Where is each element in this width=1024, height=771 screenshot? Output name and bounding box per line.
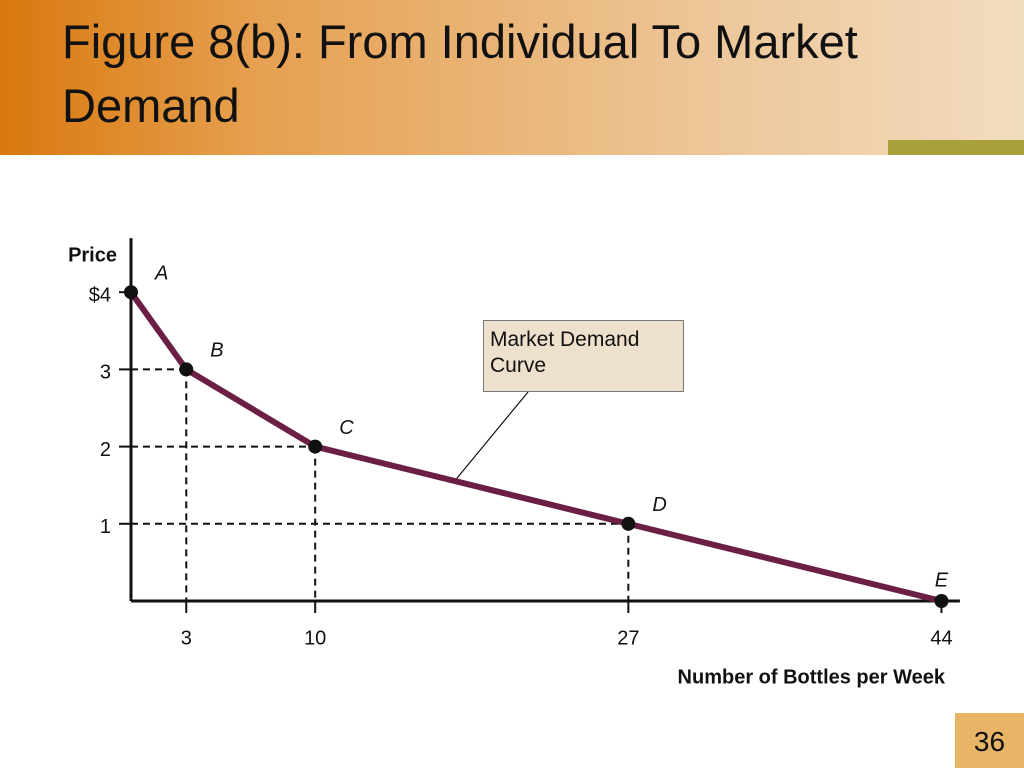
y-tick-label: 1 <box>100 516 111 538</box>
x-tick-label: 27 <box>617 627 639 649</box>
x-tick-label: 10 <box>304 627 326 649</box>
point <box>124 285 138 300</box>
point <box>179 362 194 377</box>
slide-number: 36 <box>955 713 1024 768</box>
x-axis-label: Number of Bottles per Week <box>678 666 946 688</box>
point-label: C <box>339 417 354 439</box>
x-tick-label: 3 <box>181 627 192 649</box>
point-label: D <box>652 494 666 516</box>
annotation-leader <box>452 391 529 484</box>
point <box>934 594 949 608</box>
y-tick-label: $4 <box>89 284 111 306</box>
point <box>621 516 636 531</box>
header-band <box>0 0 1024 155</box>
point-label: A <box>154 262 168 284</box>
x-tick-label: 44 <box>930 627 952 649</box>
point <box>308 439 323 454</box>
header-accent <box>888 140 1024 155</box>
point-label: B <box>210 340 223 362</box>
y-axis-label: Price <box>68 244 117 266</box>
point-label: E <box>935 569 949 591</box>
y-tick-label: 3 <box>100 362 111 384</box>
annotation: Market Demand Curve <box>483 320 684 392</box>
slide-title: Figure 8(b): From Individual To Market D… <box>62 15 858 132</box>
y-tick-label: 2 <box>100 439 111 461</box>
